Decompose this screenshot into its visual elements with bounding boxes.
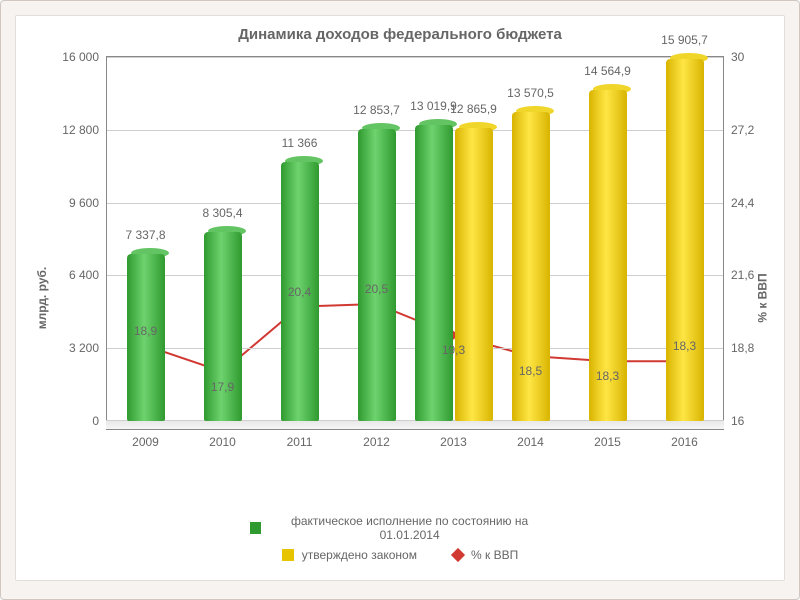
bar-approved: 15 905,7 xyxy=(666,59,704,421)
bar-value-label: 7 337,8 xyxy=(125,228,165,242)
legend-label: % к ВВП xyxy=(471,548,518,562)
x-tick-label: 2013 xyxy=(424,435,484,449)
legend: фактическое исполнение по состоянию на 0… xyxy=(16,508,784,562)
bar-value-label: 15 905,7 xyxy=(661,33,708,47)
y-left-tick: 6 400 xyxy=(69,268,99,282)
line-value-label: 19,3 xyxy=(442,343,465,357)
line-value-label: 20,5 xyxy=(365,282,388,296)
x-tick-label: 2015 xyxy=(578,435,638,449)
y-right-tick: 30 xyxy=(731,50,744,64)
bar-actual: 13 019,9 xyxy=(415,125,453,421)
bar-value-label: 13 570,5 xyxy=(507,86,554,100)
x-tick-label: 2010 xyxy=(193,435,253,449)
legend-item-actual: фактическое исполнение по состоянию на 0… xyxy=(250,514,550,542)
legend-label: фактическое исполнение по состоянию на 0… xyxy=(269,514,550,542)
square-icon xyxy=(282,549,294,561)
x-tick-label: 2012 xyxy=(347,435,407,449)
x-tick-label: 2011 xyxy=(270,435,330,449)
x-tick-label: 2014 xyxy=(501,435,561,449)
legend-item-gdp: % к ВВП xyxy=(453,548,518,562)
y-left-tick: 3 200 xyxy=(69,341,99,355)
y-left-tick: 16 000 xyxy=(62,50,99,64)
y-right-tick: 21,6 xyxy=(731,268,754,282)
y-right-tick: 27,2 xyxy=(731,123,754,137)
line-value-label: 20,4 xyxy=(288,285,311,299)
bar-actual: 12 853,7 xyxy=(358,129,396,421)
y-left-tick: 12 800 xyxy=(62,123,99,137)
line-value-label: 18,3 xyxy=(673,339,696,353)
legend-item-approved: утверждено законом xyxy=(282,548,417,562)
x-tick-label: 2009 xyxy=(116,435,176,449)
bar-approved: 12 865,9 xyxy=(455,128,493,421)
plot-area: 0163 20018,86 40021,69 60024,412 80027,2… xyxy=(106,56,724,430)
bar-value-label: 11 366 xyxy=(282,136,318,150)
y-left-tick: 9 600 xyxy=(69,196,99,210)
diamond-icon xyxy=(451,548,465,562)
bar-value-label: 8 305,4 xyxy=(202,206,242,220)
y-left-tick: 0 xyxy=(92,414,99,428)
axis-left-title: млрд. руб. xyxy=(35,267,49,329)
legend-label: утверждено законом xyxy=(302,548,417,562)
grid-line xyxy=(107,57,723,58)
axis-right-title: % к ВВП xyxy=(755,273,769,322)
line-value-label: 18,3 xyxy=(596,369,619,383)
y-right-tick: 24,4 xyxy=(731,196,754,210)
card: Динамика доходов федерального бюджета мл… xyxy=(0,0,800,600)
plot-floor xyxy=(106,420,724,429)
square-icon xyxy=(250,522,261,534)
y-right-tick: 18,8 xyxy=(731,341,754,355)
chart-container: Динамика доходов федерального бюджета мл… xyxy=(15,15,785,581)
line-value-label: 18,9 xyxy=(134,324,157,338)
y-right-tick: 16 xyxy=(731,414,744,428)
bar-value-label: 14 564,9 xyxy=(584,64,631,78)
line-value-label: 17,9 xyxy=(211,380,234,394)
line-value-label: 18,5 xyxy=(519,364,542,378)
x-tick-label: 2016 xyxy=(655,435,715,449)
bar-value-label: 12 853,7 xyxy=(353,103,400,117)
bar-value-label: 12 865,9 xyxy=(450,102,497,116)
